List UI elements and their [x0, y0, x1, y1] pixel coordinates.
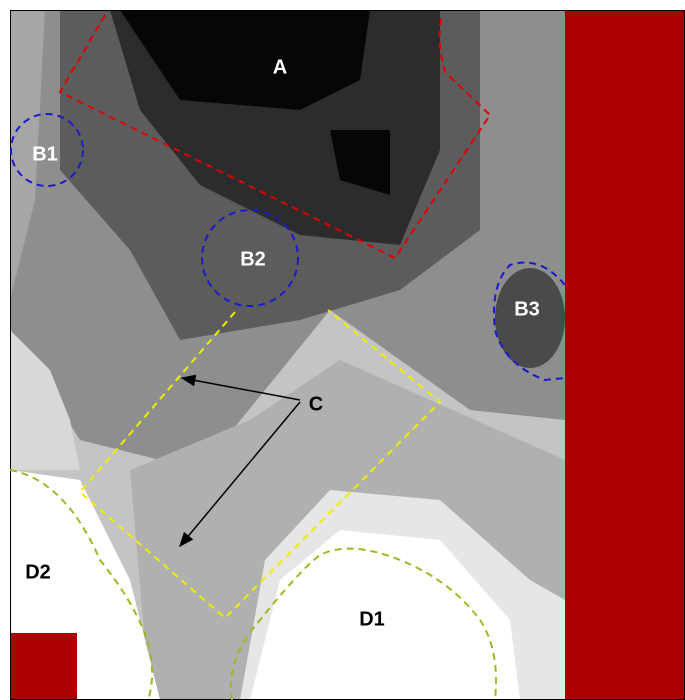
label-b3: B3 [514, 298, 540, 320]
intensity-map [10, 10, 685, 700]
label-c: C [309, 393, 323, 415]
figure: A B1 B2 B3 C D1 D2 [0, 0, 685, 700]
label-b1: B1 [32, 143, 58, 165]
label-a: A [273, 56, 287, 78]
label-d2: D2 [25, 561, 51, 583]
label-d1: D1 [359, 608, 385, 630]
label-b2: B2 [240, 248, 266, 270]
